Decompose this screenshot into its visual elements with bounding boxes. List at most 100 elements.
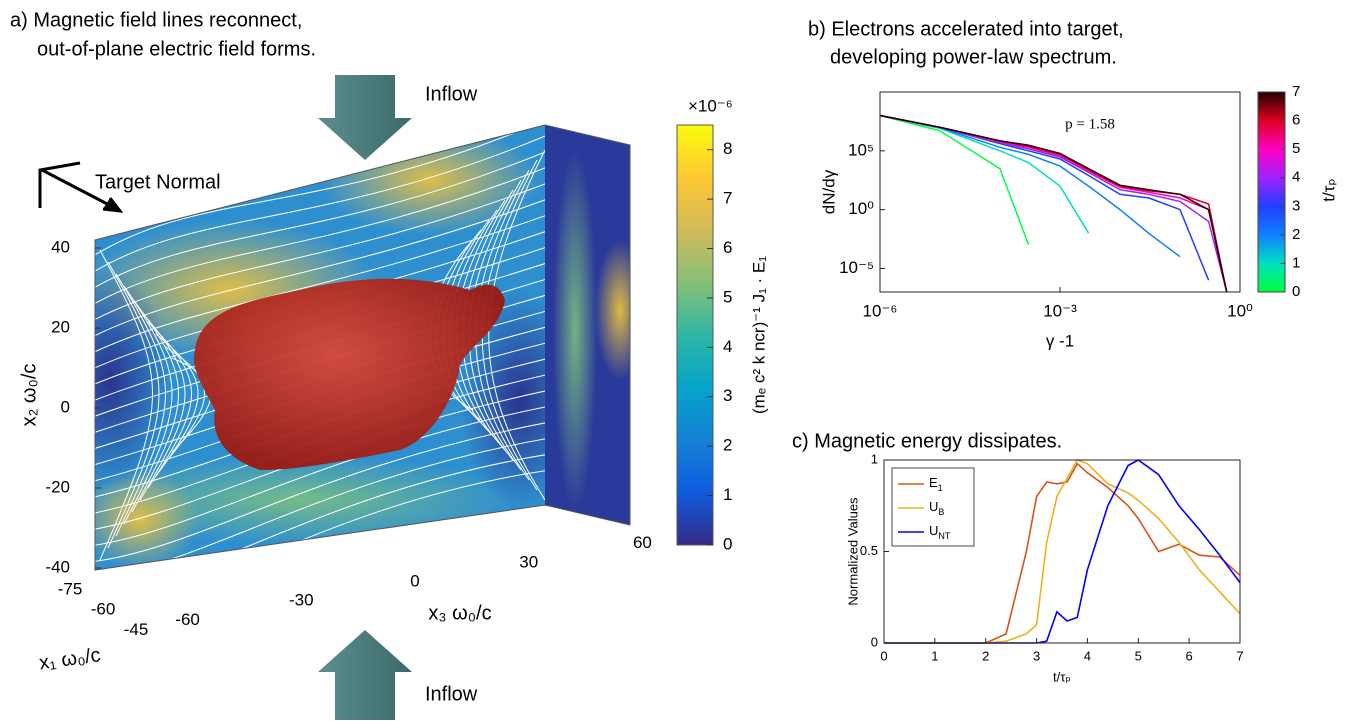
colorbar-tick-label: 6: [1292, 112, 1300, 129]
field-line: [123, 285, 173, 525]
colorbar-tick-label: 6: [723, 238, 732, 257]
x-tick-label: 10⁻⁶: [863, 301, 898, 320]
colorbar-tick-label: 7: [1292, 83, 1300, 100]
colorbar-tick-label: 5: [1292, 140, 1300, 157]
panel-title: b) Electrons accelerated into target,: [808, 18, 1124, 40]
field-line: [95, 389, 545, 531]
box-outline: [94, 124, 631, 571]
x3-axis-label: x₃ ω₀/c: [428, 602, 491, 624]
panel-title: c) Magnetic energy dissipates.: [792, 430, 1062, 452]
series-line: [879, 114, 1228, 293]
colorbar-tick-label: 2: [1292, 226, 1300, 243]
y-tick-label: 10⁰: [848, 199, 874, 218]
isosurface: [194, 278, 506, 470]
x-tick-label: 1: [931, 648, 938, 663]
x3-tick-label: 0: [410, 571, 419, 590]
x-tick-label: 5: [1135, 648, 1142, 663]
x-tick-label: 4: [1084, 648, 1091, 663]
annotation: Inflow: [425, 683, 478, 705]
colorbar-tick-label: 1: [723, 485, 732, 504]
y-tick-label: 1: [871, 451, 878, 466]
colorbar-tick-label: 0: [1292, 283, 1300, 300]
series-line: [884, 462, 1241, 644]
colorbar-label: (mₑ c² k ncr)⁻¹ J₁ · E₁: [749, 256, 768, 414]
y-axis-label: Normalized Values: [845, 497, 860, 606]
field-line: [99, 249, 153, 561]
field-line: [488, 149, 545, 501]
field-line: [95, 133, 545, 275]
x1-tick-label: -45: [124, 620, 149, 639]
x-tick-label: 6: [1186, 648, 1193, 663]
legend-label: E1: [929, 475, 943, 493]
field-line: [95, 421, 545, 563]
colorbar-tick-label: 4: [723, 337, 732, 356]
y-tick-label: 10⁵: [848, 140, 874, 159]
field-line: [107, 261, 160, 549]
legend-box: [891, 467, 975, 547]
field-line: [95, 197, 545, 339]
x2-tick-label: 40: [51, 237, 70, 256]
y-tick-label: 10⁻⁵: [839, 258, 874, 277]
x-tick-label: 0: [880, 648, 887, 663]
inflow-arrow: [318, 75, 412, 720]
x2-tick-label: 20: [51, 317, 70, 336]
legend-label: UNT: [929, 523, 951, 541]
legend-label: UB: [929, 499, 944, 517]
side-face: [545, 125, 630, 525]
x3-tick-label: -30: [289, 591, 314, 610]
colorbar-tick-label: 7: [723, 189, 732, 208]
x3-tick-label: 30: [519, 552, 538, 571]
x1-axis-label: x₁ ω₀/c: [38, 644, 102, 674]
colorbar-scale-label: ×10⁻⁶: [688, 96, 733, 115]
annotation: p = 1.58: [1065, 116, 1115, 132]
series-line: [879, 114, 1030, 246]
colorbar-tick-label: 3: [1292, 197, 1300, 214]
x-tick-label: 2: [982, 648, 989, 663]
y-tick-label: 0.5: [860, 543, 878, 558]
x2-tick-label: -20: [45, 477, 70, 496]
colorbar-tick-label: 8: [723, 139, 732, 158]
colorbar-tick-label: 0: [723, 534, 732, 553]
field-line: [115, 273, 166, 537]
x-tick-label: 3: [1033, 648, 1040, 663]
annotation: Target Normal: [95, 171, 221, 193]
colorbar: [676, 124, 714, 546]
field-line: [95, 405, 545, 547]
plot-area: [879, 91, 1241, 293]
x-axis-label: γ -1: [1046, 331, 1074, 350]
x1-tick-label: -75: [58, 579, 83, 598]
x-tick-label: 7: [1236, 648, 1243, 663]
x-tick-label: 10⁻³: [1043, 301, 1077, 320]
colorbar-tick-label: 5: [723, 287, 732, 306]
y-tick-label: 0: [871, 634, 878, 649]
series-line: [879, 114, 1181, 258]
panel-title: developing power-law spectrum.: [830, 46, 1117, 68]
field-line: [95, 453, 545, 570]
colorbar-tick-label: 3: [723, 386, 732, 405]
field-line: [95, 149, 545, 291]
field-line: [95, 181, 545, 323]
x1-tick-label: -60: [91, 600, 116, 619]
annotation: Inflow: [425, 83, 478, 105]
colorbar-tick-label: 4: [1292, 169, 1300, 186]
x2-axis-label: x₂ ω₀/c: [18, 364, 40, 427]
volume-render: [94, 124, 631, 571]
x2-tick-label: -40: [45, 557, 70, 576]
x-axis-label: t/τₚ: [1053, 669, 1071, 684]
x3-tick-label: -60: [175, 610, 200, 629]
colorbar: [1257, 91, 1286, 293]
colorbar-label: t/τₚ: [1319, 178, 1338, 201]
colorbar-tick-label: 1: [1292, 254, 1300, 271]
x3-tick-label: 60: [633, 533, 652, 552]
x-tick-label: 10⁰: [1227, 301, 1253, 320]
colorbar-tick-label: 2: [723, 436, 732, 455]
panel-title: out-of-plane electric field forms.: [37, 38, 316, 60]
x2-tick-label: 0: [61, 397, 70, 416]
y-axis-label: dN/dγ: [819, 169, 838, 214]
field-line: [95, 165, 545, 307]
panel-title: a) Magnetic field lines reconnect,: [10, 9, 302, 31]
field-line: [147, 321, 192, 489]
field-line: [95, 125, 545, 259]
target-normal-arrow: [38, 161, 124, 213]
